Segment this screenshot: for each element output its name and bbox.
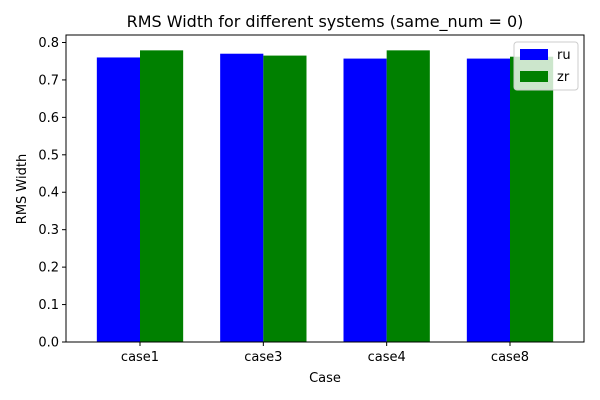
- y-tick-label: 0.6: [38, 111, 59, 126]
- y-tick-label: 0.4: [38, 186, 59, 201]
- legend: ru zr: [513, 41, 579, 91]
- bar-ru-case1: [96, 57, 140, 343]
- x-tick-label: case1: [121, 350, 159, 365]
- bar-zr-case4: [386, 50, 430, 342]
- bar-zr-case1: [140, 50, 184, 342]
- y-tick-label: 0.3: [38, 223, 59, 238]
- legend-label-ru: ru: [557, 48, 571, 63]
- legend-label-zr: zr: [557, 70, 570, 85]
- y-axis-label: RMS Width: [15, 154, 30, 224]
- x-tick-label: case3: [244, 350, 282, 365]
- plot-frame: [65, 34, 585, 343]
- bar-ru-case4: [343, 58, 387, 343]
- y-tick-label: 0.0: [38, 336, 59, 351]
- bar-zr-case3: [263, 55, 307, 343]
- y-tick-label: 0.5: [38, 148, 59, 163]
- y-tick-label: 0.7: [38, 73, 59, 88]
- bar-zr-case8: [510, 56, 554, 343]
- y-axis: 0.0 0.1 0.2 0.3 0.4 0.5 0.6 0.7 0.8: [38, 36, 66, 351]
- chart-title: RMS Width for different systems (same_nu…: [127, 12, 524, 32]
- bar-ru-case3: [220, 53, 264, 342]
- y-tick-label: 0.1: [38, 298, 59, 313]
- x-axis: case1 case3 case4 case8: [121, 342, 529, 365]
- y-tick-label: 0.8: [38, 36, 59, 51]
- bars-group: [96, 50, 554, 343]
- legend-swatch-zr: [520, 71, 548, 82]
- x-tick-label: case4: [368, 350, 406, 365]
- bar-ru-case8: [466, 58, 510, 343]
- y-tick-label: 0.2: [38, 261, 59, 276]
- x-tick-label: case8: [491, 350, 529, 365]
- x-axis-label: Case: [309, 371, 341, 386]
- legend-swatch-ru: [520, 49, 548, 60]
